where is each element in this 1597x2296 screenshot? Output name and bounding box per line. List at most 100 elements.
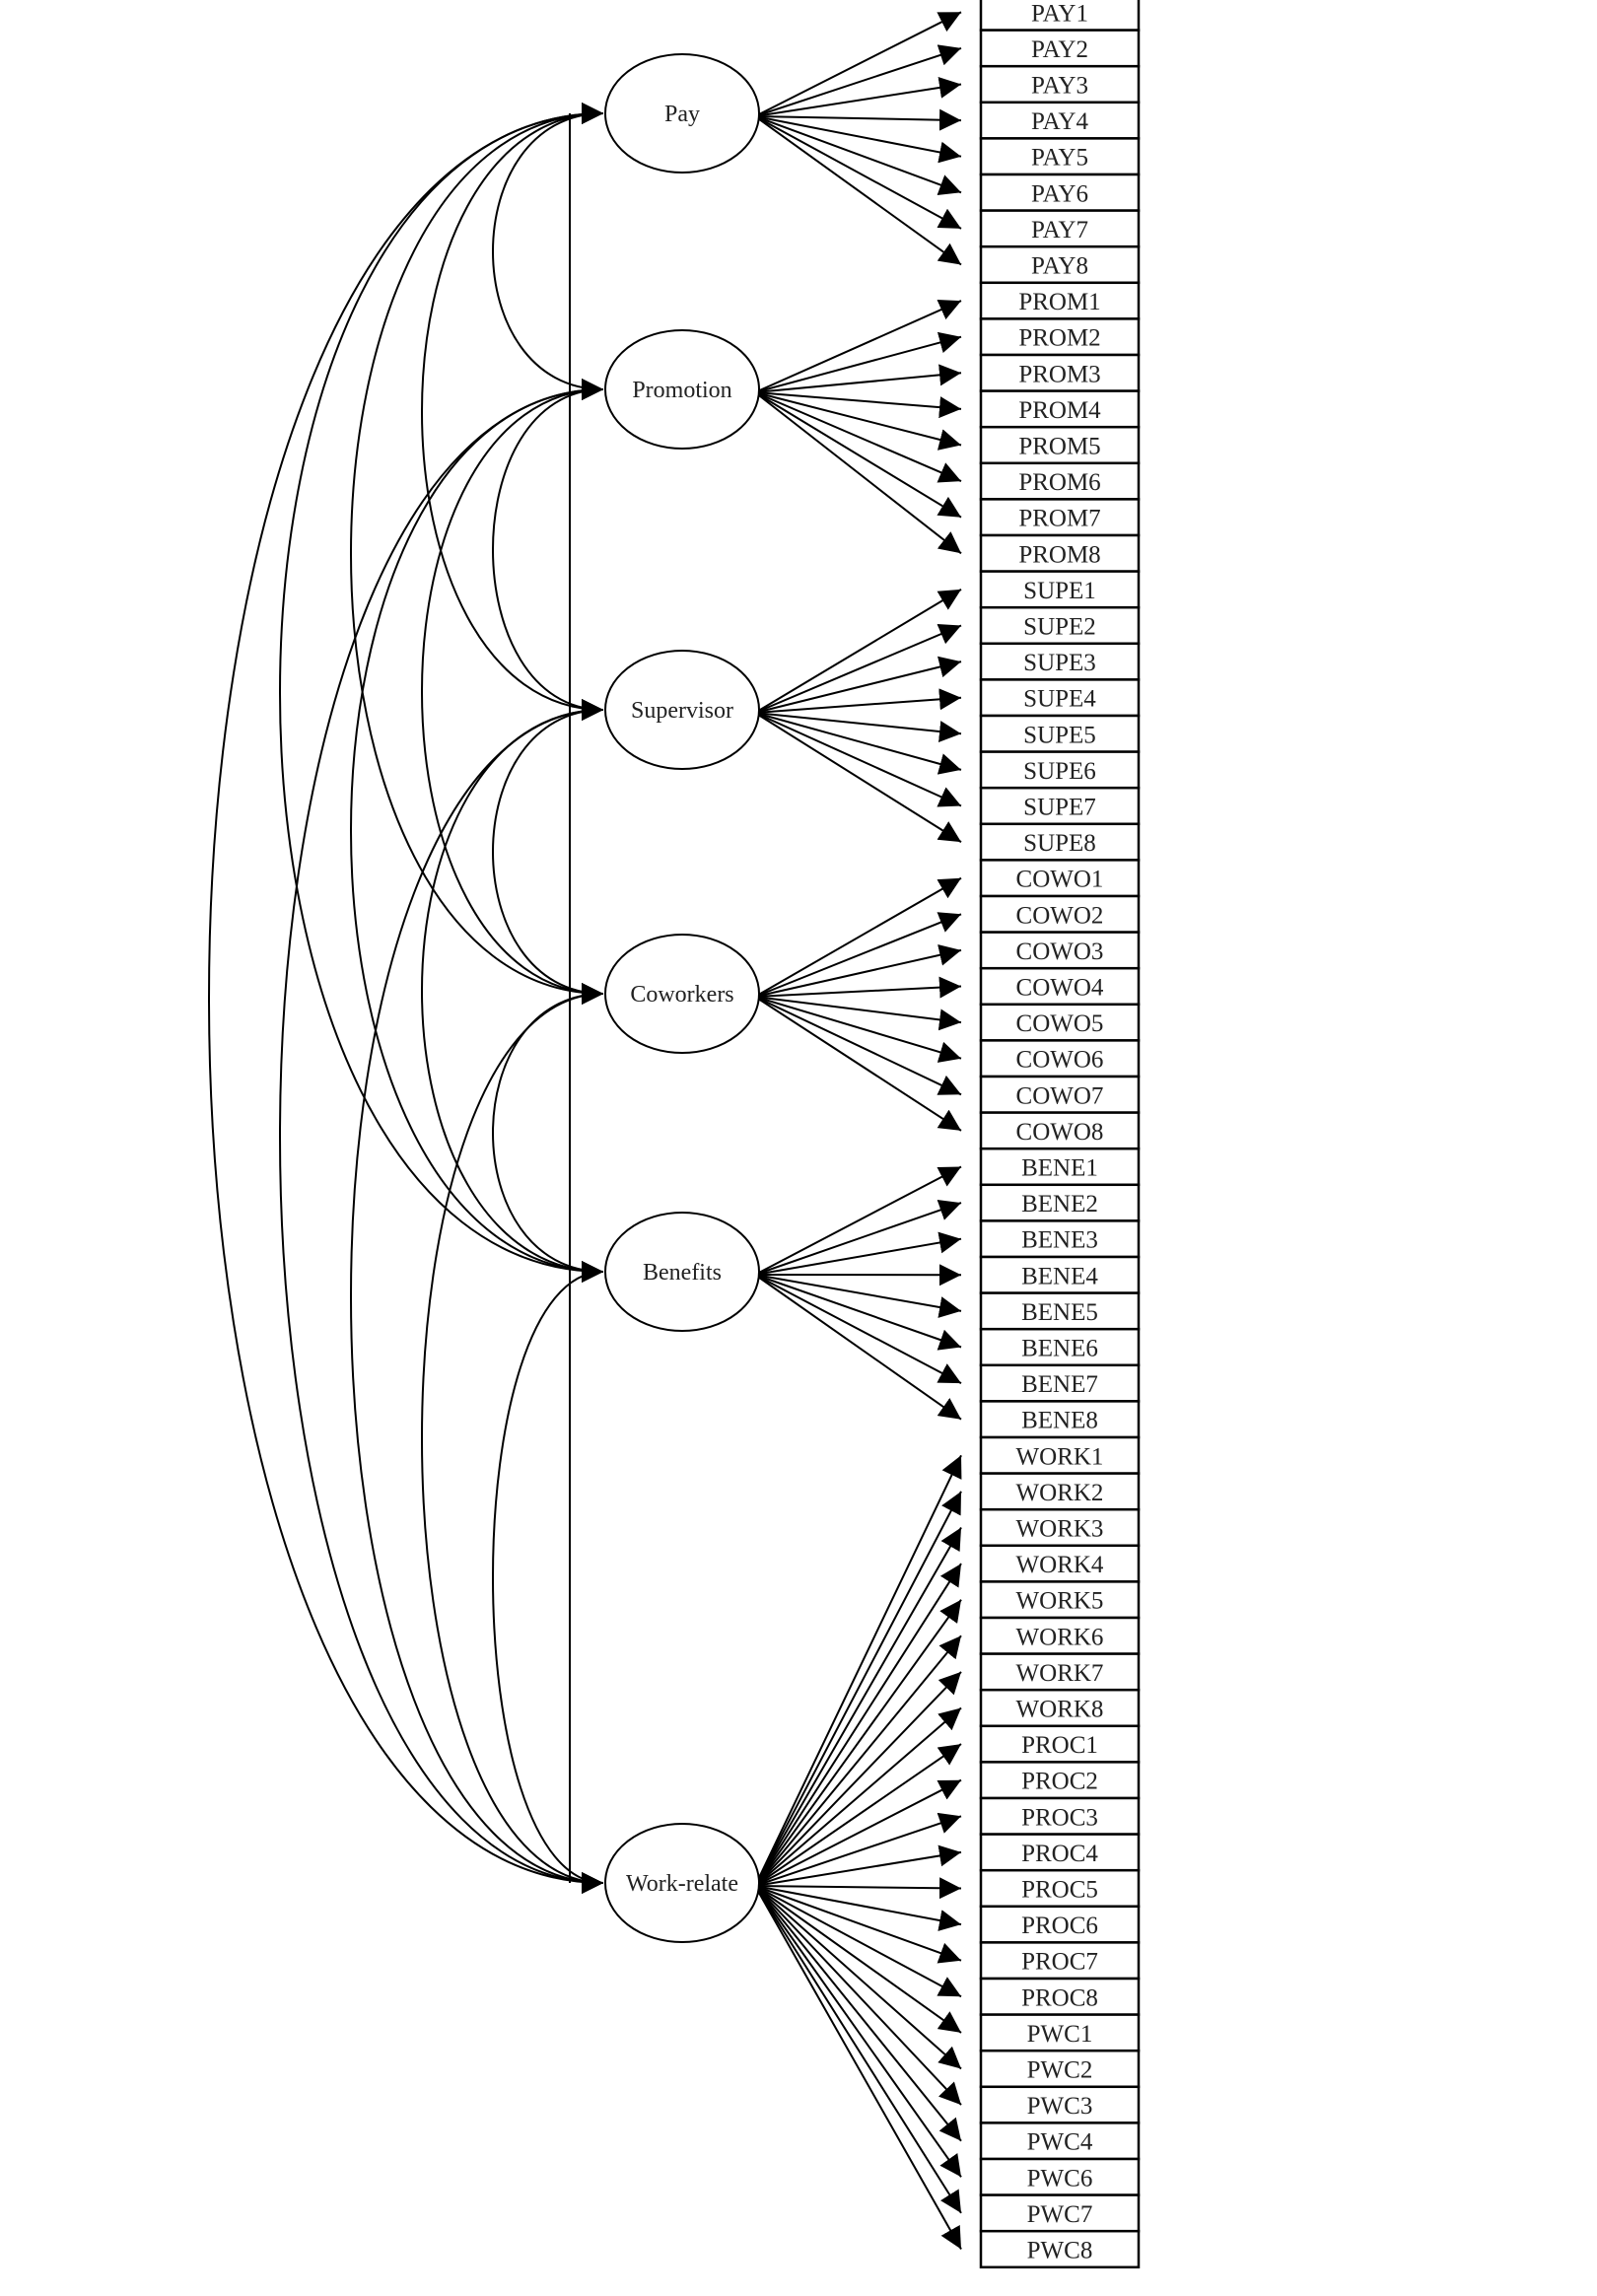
- loading-arrow: [754, 1885, 962, 2106]
- loading-arrow: [754, 1274, 962, 1351]
- loading-arrow: [754, 1274, 962, 1421]
- indicator-label: PWC7: [1027, 2201, 1093, 2228]
- indicator-box: [979, 244, 1141, 285]
- indicator-label: BENE8: [1021, 1408, 1098, 1434]
- indicator-label: BENE5: [1021, 1299, 1098, 1326]
- latent-ellipse: [604, 1212, 760, 1332]
- loading-arrow: [754, 1199, 962, 1276]
- indicator-label: WORK3: [1016, 1516, 1104, 1543]
- indicator-label: PAY2: [1031, 36, 1088, 63]
- indicator-label: COWO4: [1016, 975, 1104, 1002]
- loading-arrow: [754, 391, 962, 519]
- loading-arrow: [754, 1635, 962, 1887]
- indicator-label: SUPE3: [1023, 650, 1096, 676]
- loading-arrow: [754, 1454, 962, 1887]
- indicator-box: [979, 1219, 1141, 1259]
- indicator-label: SUPE7: [1023, 795, 1096, 821]
- indicator-label: WORK7: [1016, 1660, 1104, 1687]
- indicator-label: PROC6: [1021, 1913, 1098, 1939]
- loading-arrow: [754, 115, 962, 266]
- indicator-box: [979, 1580, 1141, 1620]
- indicator-box: [979, 1833, 1141, 1872]
- loading-arrow: [754, 1885, 962, 2178]
- indicator-label: PAY1: [1031, 0, 1088, 27]
- loading-arrow: [754, 656, 962, 714]
- loading-arrow: [754, 876, 962, 998]
- loading-arrow: [754, 996, 962, 1063]
- indicator-label: PWC2: [1027, 2057, 1093, 2084]
- loading-arrow: [754, 996, 962, 1132]
- indicator-box: [979, 1039, 1141, 1078]
- indicator-label: BENE4: [1021, 1263, 1098, 1289]
- covariance-arc: [421, 379, 604, 1005]
- indicator-box: [979, 1327, 1141, 1367]
- indicator-label: SUPE4: [1023, 686, 1096, 713]
- indicator-label: BENE1: [1021, 1155, 1098, 1182]
- loading-arrow: [754, 1885, 962, 2214]
- indicator-label: PROM5: [1018, 434, 1100, 460]
- covariance-arc: [279, 103, 604, 1283]
- latent-label: Pay: [664, 102, 700, 127]
- loading-arrow: [754, 44, 962, 117]
- loading-arrow: [754, 1231, 962, 1276]
- indicator-label: PAY7: [1031, 217, 1088, 244]
- covariance-arc: [350, 379, 604, 1283]
- indicator-box: [979, 1291, 1141, 1331]
- loading-arrow: [754, 1885, 962, 2250]
- loading-arrow: [754, 1491, 962, 1887]
- latent-ellipse: [604, 1823, 760, 1943]
- indicator-label: BENE6: [1021, 1336, 1098, 1362]
- loading-arrow: [754, 712, 962, 775]
- indicator-label: COWO3: [1016, 939, 1104, 965]
- latent-label: Supervisor: [631, 698, 733, 724]
- loading-arrow: [754, 1274, 962, 1318]
- latent-ellipse: [604, 329, 760, 450]
- loading-arrow: [754, 1671, 962, 1887]
- indicator-label: COWO5: [1016, 1010, 1104, 1037]
- loading-arrow: [754, 108, 962, 131]
- indicator-label: PAY3: [1031, 73, 1088, 100]
- indicator-box: [979, 1183, 1141, 1222]
- indicator-boxes: PAY1 PAY2 PAY3 PAY4 PAY5 PAY6 PAY7 PAY8 PROM1 PRO…: [979, 0, 1141, 2269]
- loading-arrow: [754, 712, 962, 843]
- indicator-label: PROC1: [1021, 1732, 1098, 1759]
- loading-arrow: [754, 1778, 962, 1887]
- indicator-label: WORK2: [1016, 1480, 1104, 1506]
- loading-arrow: [754, 1877, 962, 1900]
- indicator-label: BENE2: [1021, 1191, 1098, 1218]
- latent-label: Coworkers: [630, 982, 733, 1008]
- loading-arrow: [754, 1885, 962, 1931]
- indicator-box: [979, 786, 1141, 826]
- loading-arrow: [754, 331, 962, 393]
- indicator-box: [979, 859, 1141, 898]
- indicator-box: [979, 498, 1141, 537]
- indicator-box: [979, 2229, 1141, 2269]
- indicator-box: [979, 353, 1141, 392]
- indicator-box: [979, 750, 1141, 790]
- indicator-label: COWO2: [1016, 902, 1104, 929]
- indicator-box: [979, 281, 1141, 320]
- covariance-arc: [492, 983, 604, 1283]
- loading-arrow: [754, 1274, 962, 1384]
- indicator-label: PROM1: [1018, 289, 1100, 315]
- loading-arrow: [754, 1844, 962, 1887]
- indicator-label: COWO1: [1016, 867, 1104, 893]
- indicator-label: PWC6: [1027, 2165, 1093, 2192]
- indicator-label: SUPE8: [1023, 830, 1096, 857]
- indicator-box: [979, 1003, 1141, 1042]
- indicator-label: PROC7: [1021, 1949, 1098, 1976]
- indicator-label: WORK8: [1016, 1697, 1104, 1723]
- loading-arrow: [754, 712, 962, 743]
- indicator-label: COWO6: [1016, 1047, 1104, 1074]
- indicator-box: [979, 2122, 1141, 2161]
- indicator-label: PROC4: [1021, 1841, 1098, 1867]
- indicator-box: [979, 64, 1141, 104]
- loading-arrow: [754, 115, 962, 230]
- loading-arrow: [754, 391, 962, 451]
- indicator-box: [979, 1761, 1141, 1800]
- indicator-box: [979, 822, 1141, 862]
- indicator-box: [979, 2085, 1141, 2124]
- loading-arrow: [754, 944, 962, 998]
- loading-arrow: [754, 1812, 962, 1887]
